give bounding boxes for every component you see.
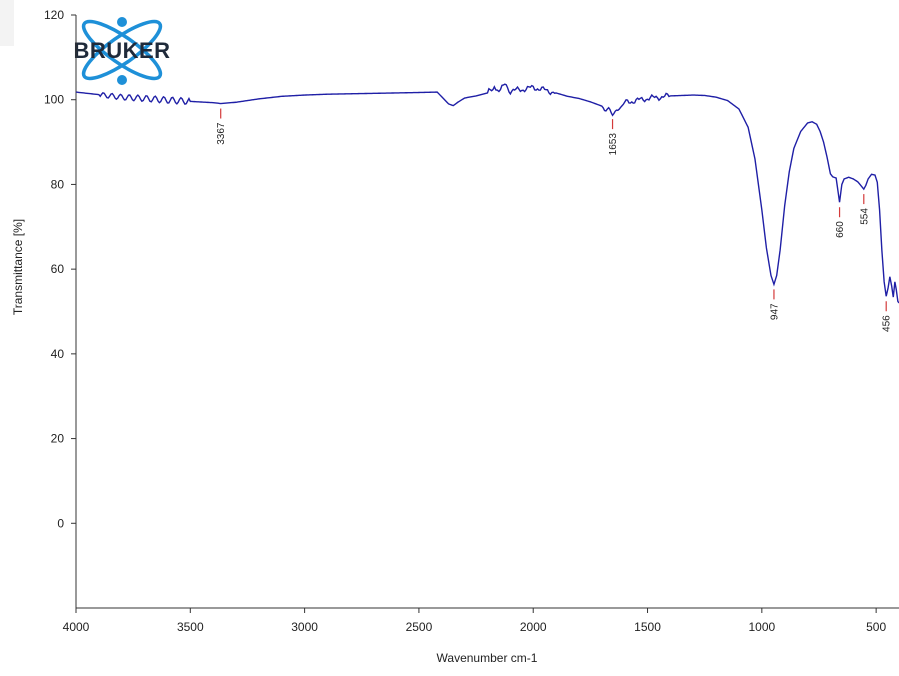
x-tick-label: 4000	[63, 620, 90, 634]
tick-marks: 4000 3500 3000 2500 2000 1500 1000 500 0 20 40 60 80…	[44, 8, 887, 634]
x-tick-label: 2500	[406, 620, 433, 634]
spectrum-line-0	[75, 83, 899, 304]
peak-label: 3367	[216, 122, 227, 145]
peak-label: 554	[859, 208, 870, 225]
y-tick-label: 0	[57, 516, 64, 530]
y-tick-label: 20	[51, 432, 65, 446]
peak-label: 456	[882, 315, 893, 332]
y-axis-title: Transmittance [%]	[11, 219, 25, 315]
y-tick-label: 80	[51, 177, 65, 191]
y-tick-label: 100	[44, 93, 64, 107]
x-tick-label: 500	[866, 620, 886, 634]
peak-label: 1653	[608, 133, 619, 156]
logo-backdrop	[0, 0, 14, 46]
x-tick-label: 1500	[634, 620, 661, 634]
x-tick-label: 3500	[177, 620, 204, 634]
x-tick-label: 1000	[748, 620, 775, 634]
y-tick-label: 40	[51, 347, 65, 361]
x-tick-label: 2000	[520, 620, 547, 634]
y-tick-label: 60	[51, 262, 65, 276]
peak-label: 947	[769, 303, 780, 320]
series	[75, 83, 899, 304]
atom-orbit-icon	[81, 17, 163, 85]
peak-annotations: 3367 1653 947 660 554 456	[216, 108, 893, 332]
x-tick-label: 3000	[291, 620, 318, 634]
y-tick-label: 120	[44, 8, 64, 22]
bruker-logo: BRUKER	[0, 0, 170, 85]
peak-label: 660	[835, 221, 846, 238]
logo-wordmark: BRUKER	[73, 38, 170, 63]
x-axis-title: Wavenumber cm-1	[437, 651, 538, 665]
